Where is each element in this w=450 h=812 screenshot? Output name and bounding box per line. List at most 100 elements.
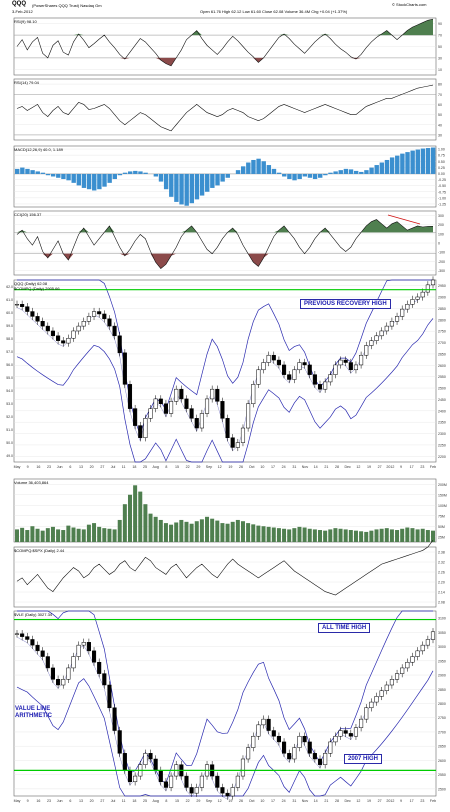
candle-body <box>287 374 292 380</box>
x-tick-label: Oct <box>249 465 255 469</box>
candle-body <box>410 656 415 663</box>
y-tick-label: 2.08 <box>438 601 445 605</box>
macd-bar <box>348 169 354 174</box>
candle-body <box>394 673 400 680</box>
rsi14-label: RSI(14) 79.04 <box>14 80 39 85</box>
candle-body <box>400 667 405 674</box>
y-tick-label: 2500 <box>438 787 446 791</box>
x-tick-label: 6 <box>69 799 71 803</box>
candle-body <box>251 384 256 405</box>
y-tick-label: 0.25 <box>438 166 445 170</box>
candle-body <box>379 690 384 697</box>
cci-label: CCI(20) 156.37 <box>14 212 42 217</box>
macd-bar <box>379 162 385 174</box>
y-tick-label: 2550 <box>438 773 446 777</box>
macd-bar <box>266 165 272 174</box>
indicator-line <box>16 539 434 596</box>
candle-body <box>61 340 66 344</box>
candle-body <box>107 318 112 327</box>
volume-bar <box>112 529 117 542</box>
candle-body <box>169 401 174 414</box>
y-tick-label: 0.00 <box>438 172 445 176</box>
volume-bar <box>240 521 245 542</box>
x-tick-label: Jun <box>57 465 63 469</box>
y-tick-label: 200M <box>438 483 447 487</box>
x-tick-label: 8 <box>165 465 167 469</box>
candle-body <box>97 311 102 315</box>
macd-bar <box>56 173 61 178</box>
macd-bar <box>127 171 133 174</box>
volume-bar <box>35 528 40 542</box>
x-tick-label: 23 <box>47 799 51 803</box>
y-tick-label: 100 <box>438 232 444 236</box>
y-tick-label: 0 <box>438 242 440 246</box>
macd-bar <box>225 173 230 178</box>
volume-bar <box>425 530 430 542</box>
candle-body <box>246 403 251 429</box>
macd-bar <box>112 173 117 180</box>
candle-body <box>81 321 86 327</box>
candle-body <box>184 398 189 409</box>
x-tick-label: Jun <box>57 799 63 803</box>
volume-bar <box>220 523 225 542</box>
y-tick-label: 80 <box>438 83 442 87</box>
volume-bar <box>158 519 163 542</box>
macd-bar <box>25 168 30 174</box>
y-tick-label: 50 <box>438 113 442 117</box>
y-tick-label: 2850 <box>438 307 446 311</box>
y-tick-label: 50 <box>438 45 442 49</box>
x-tick-label: 22 <box>186 799 190 803</box>
volume-bar <box>133 485 138 542</box>
candle-body <box>225 792 230 797</box>
x-tick-label: 23 <box>47 465 51 469</box>
volume-bar <box>405 527 410 542</box>
candle-body <box>353 727 359 737</box>
candle-body <box>225 418 230 438</box>
volume-bar <box>287 529 292 542</box>
candle-body <box>194 787 199 794</box>
candle-body <box>35 316 40 322</box>
candle-body <box>230 437 235 448</box>
macd-bar <box>240 166 246 174</box>
y-tick-label: 3050 <box>438 631 446 635</box>
macd-bar <box>97 173 102 190</box>
y-tick-label: 2750 <box>438 716 446 720</box>
x-tick-label: 12 <box>356 799 360 803</box>
x-tick-label: 12 <box>218 799 222 803</box>
y-tick-label: 90 <box>438 22 442 26</box>
candle-body <box>420 291 425 298</box>
candle-body <box>30 639 35 646</box>
macd-bar <box>102 173 107 187</box>
x-tick-label: 31 <box>292 799 296 803</box>
candle-body <box>189 408 194 419</box>
y-tick-label: -0.75 <box>438 190 446 194</box>
candle-body <box>50 667 56 680</box>
macd-bar <box>420 148 426 174</box>
y-tick-label: 30 <box>438 133 442 137</box>
candle-body <box>240 427 246 443</box>
candle-body <box>210 388 215 400</box>
volume-bar <box>323 530 328 542</box>
macd-bar <box>405 152 410 174</box>
x-tick-label: 28 <box>335 799 339 803</box>
x-tick-label: 11 <box>122 799 126 803</box>
volume-bar <box>50 526 55 542</box>
volume-bar <box>92 523 97 542</box>
indicator-line <box>16 219 434 270</box>
candle-body <box>420 644 425 652</box>
macd-bar <box>133 170 138 174</box>
y-tick-label: 75M <box>438 514 445 518</box>
candle-body <box>389 679 394 686</box>
macd-bar <box>425 148 431 174</box>
price-label: QQQ (Daily) 62.08 <box>14 281 48 286</box>
candle-body <box>312 753 317 760</box>
candle-body <box>364 345 369 356</box>
y-tick-label-left: 61.0 <box>6 298 13 302</box>
macd-bar <box>143 172 148 174</box>
candle-body <box>317 384 323 390</box>
volume-bar <box>400 528 405 542</box>
candle-body <box>282 364 287 375</box>
candle-body <box>343 730 348 734</box>
x-tick-label: 18 <box>132 465 136 469</box>
macd-bar <box>251 159 256 174</box>
